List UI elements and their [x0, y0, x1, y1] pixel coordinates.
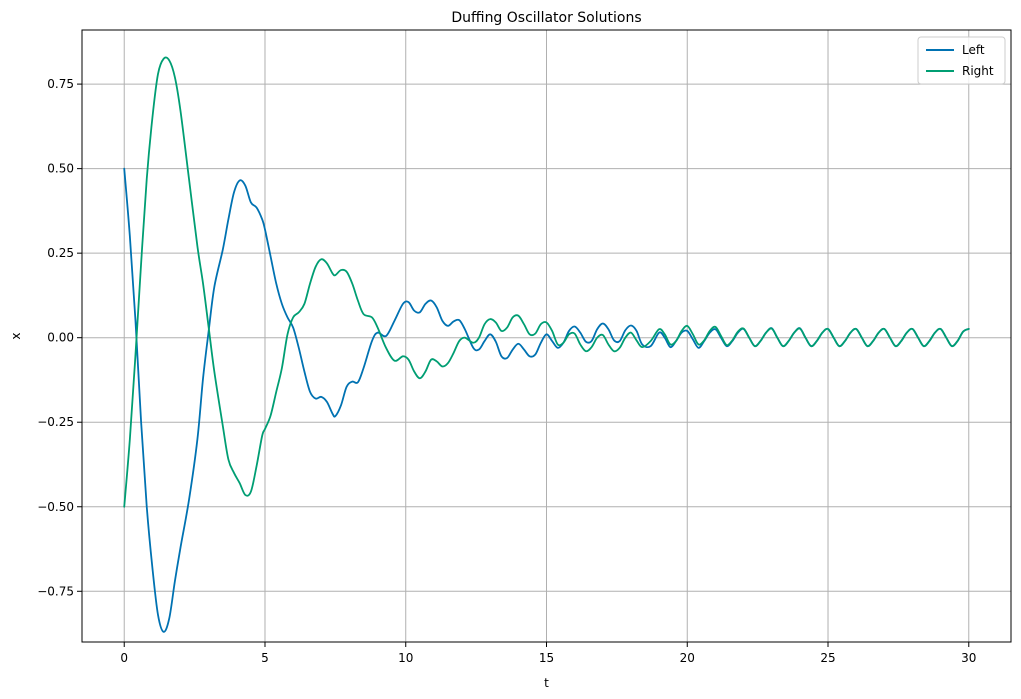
series-line-right — [123, 56, 970, 508]
x-tick-label: 0 — [120, 651, 128, 665]
y-axis-label: x — [9, 332, 23, 339]
chart-title: Duffing Oscillator Solutions — [451, 10, 641, 26]
series-lines — [123, 56, 970, 633]
grid — [82, 30, 1011, 642]
y-tick-label: 0.25 — [47, 246, 74, 260]
legend-label-left: Left — [962, 43, 985, 57]
y-tick-label: −0.75 — [37, 584, 74, 598]
y-tick-label: 0.50 — [47, 162, 74, 176]
x-tick-label: 30 — [961, 651, 976, 665]
legend-label-right: Right — [962, 64, 994, 78]
legend-box — [917, 36, 1006, 85]
y-tick-label: −0.50 — [37, 500, 74, 514]
y-tick-label: 0.75 — [47, 77, 74, 91]
legend: Left Right — [917, 36, 1006, 85]
x-axis-ticks: 0 5 10 15 20 25 30 — [120, 642, 976, 665]
x-tick-label: 15 — [539, 651, 554, 665]
y-axis-ticks: −0.75 −0.50 −0.25 0.00 0.25 0.50 0.75 — [37, 77, 82, 598]
x-tick-label: 25 — [820, 651, 835, 665]
y-tick-label: −0.25 — [37, 415, 74, 429]
x-tick-label: 10 — [398, 651, 413, 665]
x-axis-label: t — [544, 676, 549, 690]
x-tick-label: 20 — [680, 651, 695, 665]
x-tick-label: 5 — [261, 651, 269, 665]
y-tick-label: 0.00 — [47, 331, 74, 345]
